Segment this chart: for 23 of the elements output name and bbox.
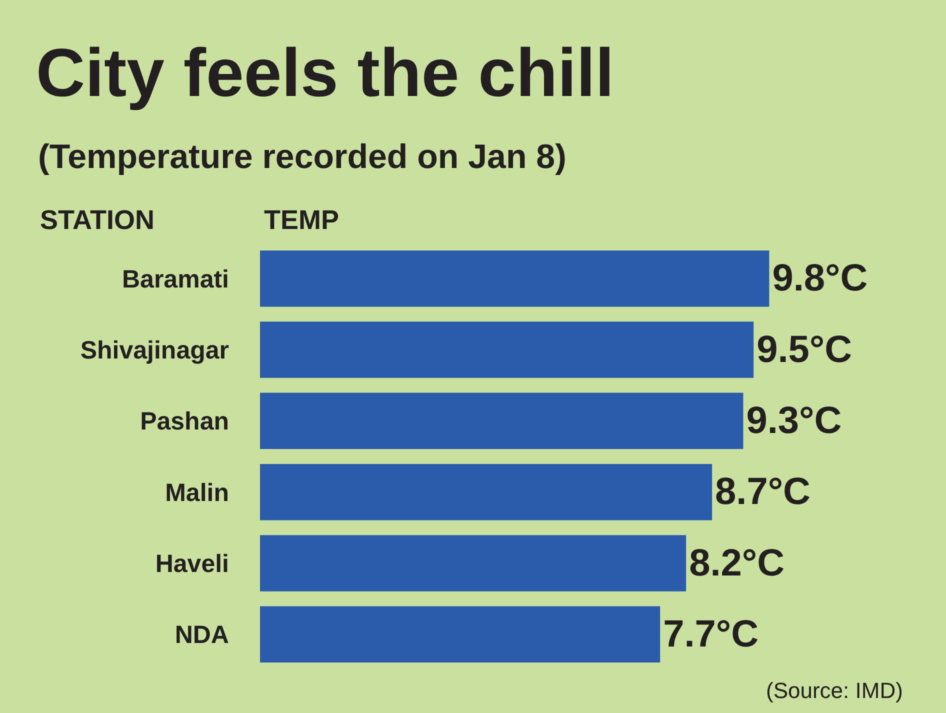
data-label: 7.7°C: [663, 613, 759, 656]
y-tick-label: NDA: [174, 621, 229, 650]
bar: [260, 392, 744, 450]
data-label: 8.2°C: [689, 542, 785, 584]
y-tick-label: Malin: [165, 478, 229, 507]
data-label: 9.8°C: [772, 258, 868, 300]
chart-title: City feels the chill: [36, 34, 614, 111]
text: STATION: [40, 205, 154, 235]
y-tick-label: Shivajinagar: [80, 336, 230, 364]
y-tick-label: Baramati: [122, 265, 229, 294]
bar: [260, 322, 754, 378]
data-label: 9.3°C: [746, 400, 842, 442]
bar: [260, 606, 660, 663]
text: (Source: IMD): [766, 678, 903, 703]
bar: [260, 250, 770, 307]
data-label: 8.7°C: [715, 471, 811, 514]
chart-subtitle: (Temperature recorded on Jan 8): [38, 138, 566, 176]
bar: [260, 464, 712, 520]
y-tick-label: Pashan: [140, 408, 229, 436]
y-tick-label: Haveli: [155, 550, 229, 578]
bar: [260, 535, 686, 592]
text: TEMP: [264, 205, 340, 235]
data-label: 9.5°C: [756, 328, 852, 371]
